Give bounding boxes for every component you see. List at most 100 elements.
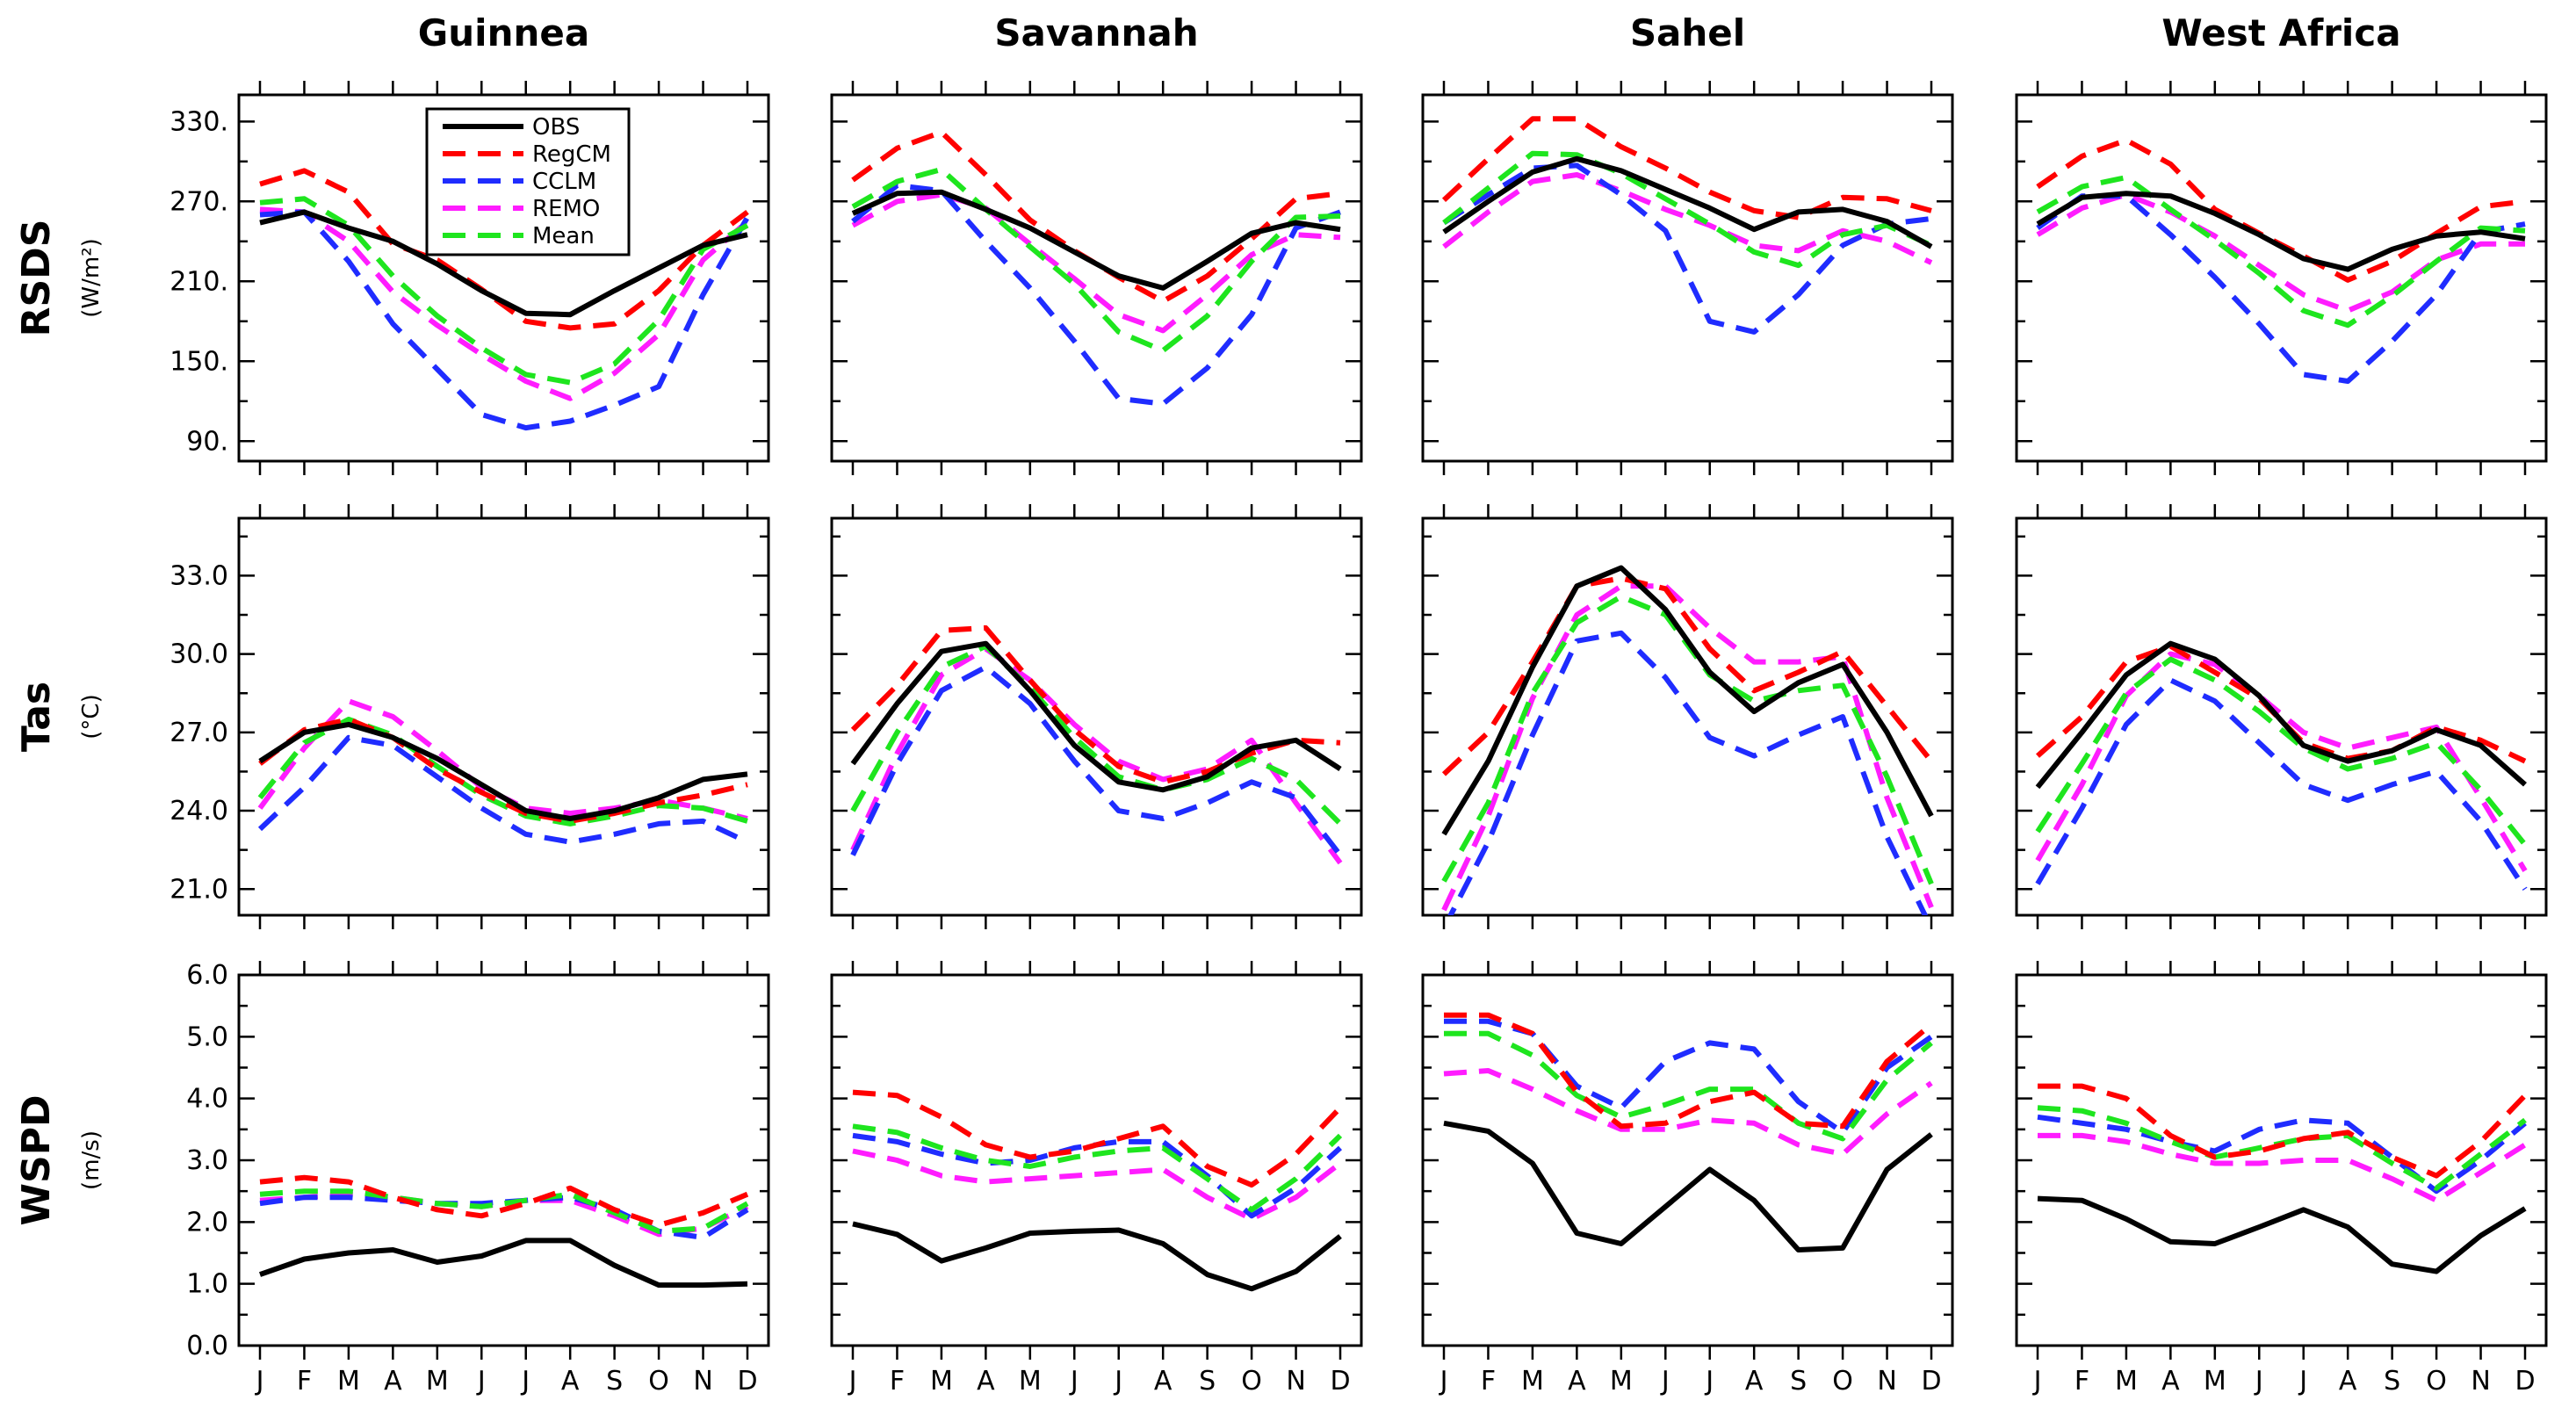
panel-frame [237,516,770,917]
panel-1-3 [2015,504,2548,929]
x-tick-label: O [648,1366,669,1397]
x-tick-label: D [737,1366,757,1397]
y-tick-label: 3.0 [186,1145,228,1176]
series-group [852,1089,1343,1292]
series-group [850,624,1343,865]
series-line-obs [1441,565,1934,836]
x-tick-label: D [1330,1366,1350,1397]
series-line-remo [1441,583,1934,912]
panel-frame [2015,516,2548,917]
column-titles: Guinnea Savannah Sahel West Africa [418,11,2401,54]
series-group [2037,1083,2528,1274]
x-tick-label: F [1481,1366,1496,1397]
series-line-remo [1442,172,1933,265]
panel-frame [2015,93,2548,463]
series-group [1441,116,1933,335]
x-tick-label: S [1199,1366,1216,1397]
series-line-remo [852,1148,1342,1222]
panel-2-0: 0.01.02.03.04.05.06.0J F M A M J J A S O N D [186,960,770,1397]
x-tick-label: J [1113,1366,1122,1397]
y-tick-label: 6.0 [186,960,228,991]
series-line-mean [2037,1105,2527,1191]
panel-1-1 [830,504,1363,929]
x-tick-label: S [1790,1366,1807,1397]
series-line-regcm [2038,1083,2528,1179]
series-group [259,1174,749,1288]
x-tick-label: M [1521,1366,1544,1397]
y-tick-label: 210. [170,266,228,297]
x-tick-label: J [848,1366,857,1397]
x-tick-label: S [606,1366,623,1397]
series-line-obs [259,209,748,318]
x-tick-label: M [1019,1366,1042,1397]
x-tick-label: A [2339,1366,2357,1397]
series-line-cclm [1442,162,1932,335]
series-line-mean [850,643,1343,826]
row-label: RSDS [14,220,59,337]
series-line-obs [259,1238,748,1288]
y-tick-label: 4.0 [186,1084,228,1115]
series-line-cclm [2037,1114,2527,1195]
x-tick-label: A [1745,1366,1764,1397]
series-line-remo [257,698,748,821]
y-tick-label: 90. [186,426,228,457]
y-tick-label: 0.0 [186,1331,228,1361]
series-line-regcm [1441,575,1934,776]
series-line-cclm [2035,677,2528,891]
series-line-remo [259,206,749,401]
x-tick-label: J [2254,1366,2263,1397]
x-tick-label: N [1286,1366,1305,1397]
series-line-mean [1442,150,1933,269]
x-tick-label: N [1877,1366,1896,1397]
y-tick-label: 30.0 [170,639,228,670]
x-tick-label: F [297,1366,312,1397]
x-tick-label: M [930,1366,953,1397]
x-tick-label: O [1241,1366,1262,1397]
series-line-mean [1444,1030,1933,1142]
x-tick-label: A [1568,1366,1586,1397]
row-unit-label: (m/s) [78,1130,105,1190]
series-group [2035,640,2528,891]
series-group [1441,565,1934,915]
series-group [257,698,749,845]
series-line-cclm [257,734,749,845]
x-tick-label: J [476,1366,486,1397]
x-tick-label: M [2204,1366,2226,1397]
x-tick-label: N [2471,1366,2490,1397]
x-tick-label: J [520,1366,530,1397]
series-line-remo [851,191,1341,334]
column-title: Sahel [1630,11,1745,54]
series-line-regcm [2036,643,2527,764]
row-label: Tas [14,682,59,752]
x-tick-label: J [1704,1366,1714,1397]
x-tick-label: F [2075,1366,2089,1397]
series-line-cclm [1447,630,1929,915]
panel-frame [830,93,1363,463]
panel-frame [1421,973,1954,1347]
series-line-mean [851,166,1341,354]
row-labels: RSDS (W/m²) Tas (°C) WSPD (m/s) [14,220,105,1226]
y-tick-label: 5.0 [186,1021,228,1052]
x-tick-label: D [1921,1366,1941,1397]
series-line-regcm [1441,116,1932,220]
y-tick-label: 330. [170,106,228,137]
panel-frame [1421,516,1954,917]
y-tick-label: 150. [170,346,228,377]
row-unit-label: (°C) [78,694,105,739]
series-line-obs [2037,1195,2527,1274]
x-tick-label: J [1439,1366,1448,1397]
x-tick-label: A [2161,1366,2180,1397]
series-group [2036,137,2526,384]
series-line-obs [851,189,1341,291]
x-tick-label: M [2115,1366,2138,1397]
x-tick-label: M [1610,1366,1633,1397]
series-line-obs [2036,191,2526,272]
legend-label: REMO [532,196,600,222]
panel-frame [237,93,770,463]
x-tick-label: N [693,1366,712,1397]
x-tick-label: J [1069,1366,1079,1397]
column-title: West Africa [2161,11,2400,54]
series-line-remo [2038,1132,2527,1203]
panel-0-1 [830,81,1363,475]
